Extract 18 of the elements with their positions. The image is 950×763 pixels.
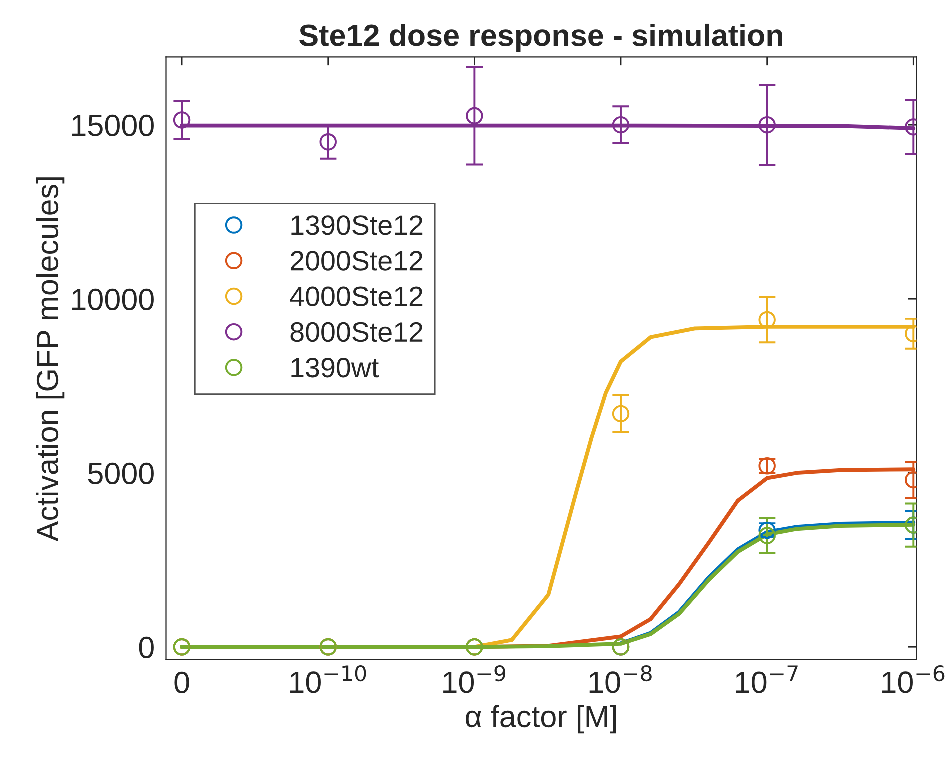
legend-label: 1390Ste12 (292, 216, 423, 236)
y-axis-title: Activation [GFP molecules] (36, 178, 65, 542)
y-tick-label: 15000 (72, 114, 154, 136)
y-tick-label: 5000 (88, 462, 154, 484)
x-tick-label: 10$^{−7}$ (736, 666, 798, 694)
x-axis-title: α factor [M] (466, 705, 616, 734)
x-tick-label: 10$^{−6}$ (882, 665, 945, 694)
legend-label: 8000Ste12 (290, 322, 423, 342)
x-tick-label: 10$^{−10}$ (290, 665, 366, 694)
x-tick-label: 0 (174, 672, 190, 694)
legend-label: 2000Ste12 (290, 251, 423, 271)
chart-title: Ste12 dose response - simulation (300, 24, 782, 52)
x-tick-label: 10$^{−9}$ (444, 665, 506, 694)
legend-label: 1390wt (292, 358, 379, 378)
legend-label: 4000Ste12 (290, 286, 423, 306)
y-tick-label: 0 (139, 636, 154, 658)
y-tick-label: 10000 (72, 288, 154, 310)
x-tick-label: 10$^{−8}$ (590, 665, 652, 694)
